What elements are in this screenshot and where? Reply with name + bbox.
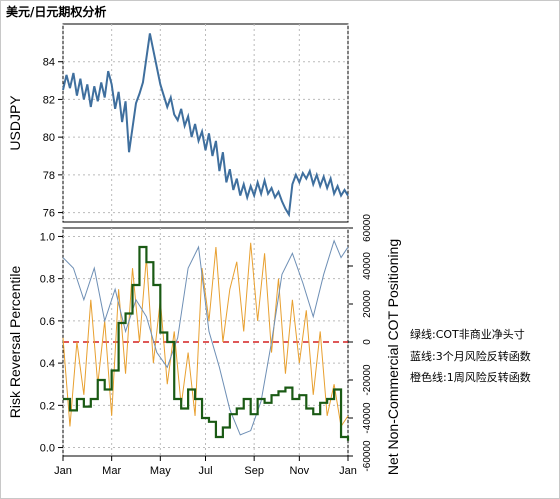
rr-xtick-label: Jul <box>198 465 212 477</box>
rr3m-line <box>62 239 349 436</box>
usdjpy-line <box>62 33 349 218</box>
risk-reversal-panel: 0.0 0.2 0.4 0.6 0.8 1.0 -60000 -40000 -20000 0 200… <box>7 214 401 477</box>
rr-xtick-label: May <box>150 465 171 477</box>
usdjpy-ytick-label: 82 <box>43 94 55 106</box>
rr-ytick-label: 1.0 <box>40 231 55 243</box>
rr-ytick-label: 0.0 <box>40 443 55 455</box>
rr-xtick-label: Nov <box>290 465 310 477</box>
rr-ytick-label: 0.2 <box>40 400 55 412</box>
cot-ytick-label: -60000 <box>362 440 373 472</box>
cot-step-line <box>63 245 350 441</box>
rr-ytick-label: 0.4 <box>40 358 55 370</box>
cot-ytick-label: 0 <box>362 339 373 345</box>
rr-xtick-label: Mar <box>102 465 121 477</box>
usdjpy-ytick-label: 76 <box>43 208 55 220</box>
usdjpy-panel: 76 78 80 82 84 USDJPY <box>7 23 349 223</box>
rr-ylabel: Risk Reversal Percentile <box>7 266 23 419</box>
rr-xtick-label: Sep <box>244 465 264 477</box>
cot-ytick-label: -20000 <box>362 364 373 396</box>
cot-ytick-label: 20000 <box>362 290 373 318</box>
rr-ytick-label: 0.8 <box>40 274 55 286</box>
cot-ytick-label: 60000 <box>362 214 373 242</box>
usdjpy-ytick-label: 80 <box>43 132 55 144</box>
rr1w-line <box>62 242 349 428</box>
usdjpy-ytick-label: 84 <box>43 57 55 69</box>
chart-title: 美元/日元期权分析 <box>6 5 107 19</box>
usdjpy-plot-border <box>62 23 349 223</box>
cot-ytick-label: 40000 <box>362 252 373 280</box>
annotation-cot: 绿线:COT非商业净头寸 <box>410 328 525 341</box>
rr-xtick-label: Jan <box>339 465 357 477</box>
rr-xtick-label: Jan <box>54 465 72 477</box>
cot-ylabel: Net Non-Commercial COT Positioning <box>385 239 401 475</box>
usdjpy-ylabel: USDJPY <box>7 95 23 151</box>
rr-ytick-label: 0.6 <box>40 316 55 328</box>
annotation-rr3m: 蓝线:3个月风险反转函数 <box>410 350 531 363</box>
usdjpy-ytick-label: 78 <box>43 170 55 182</box>
annotation-rr1w: 橙色线:1周风险反转函数 <box>410 371 531 384</box>
cot-ytick-label: -40000 <box>362 402 373 434</box>
